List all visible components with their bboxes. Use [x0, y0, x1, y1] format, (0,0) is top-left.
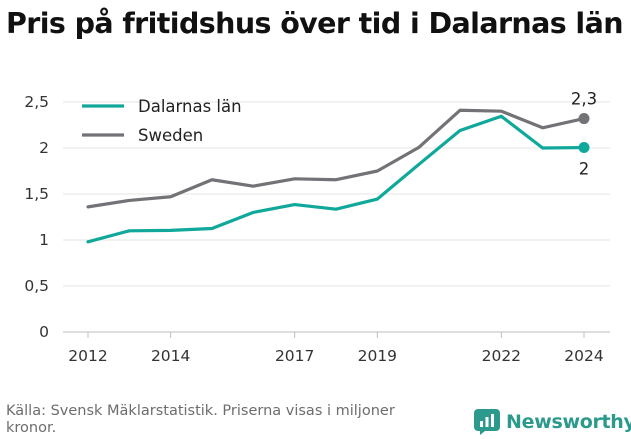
series-line-dalarnas-län — [86, 114, 586, 244]
source-note: Källa: Svensk Mäklarstatistik. Priserna … — [6, 403, 395, 436]
x-tick-label: 2024 — [564, 347, 603, 365]
x-tick-label: 2019 — [358, 347, 397, 365]
gridlines — [63, 101, 610, 333]
y-tick-label: 0 — [39, 323, 49, 341]
series-endpoints: 22,3 — [571, 90, 597, 179]
endpoint-sweden — [578, 113, 590, 125]
y-tick-label: 0,5 — [24, 277, 49, 295]
endpoint-dalarnas-län — [578, 142, 590, 154]
series-line-sweden — [86, 108, 586, 209]
legend-label-dalarnas-län: Dalarnas län — [138, 97, 242, 116]
legend: Dalarnas län Sweden — [82, 97, 242, 145]
x-tick-label: 2017 — [275, 347, 314, 365]
legend-label-sweden: Sweden — [138, 126, 203, 145]
x-axis: 2012 2014 2017 2019 2022 2024 — [68, 332, 604, 365]
newsworthy-logo: Newsworthy — [474, 406, 631, 438]
line-chart: 00,511,522,5 2012 2014 2017 2019 2022 2024 22… — [24, 90, 610, 365]
x-tick-label: 2022 — [482, 347, 521, 365]
y-tick-label: 2 — [39, 139, 49, 157]
y-tick-label: 1 — [39, 231, 49, 249]
newsworthy-logo-icon — [474, 409, 500, 435]
brand-name: Newsworthy — [506, 411, 631, 433]
x-tick-label: 2014 — [151, 347, 190, 365]
end-label-dalarnas-län: 2 — [579, 160, 590, 179]
chart-title: Pris på fritidshus över tid i Dalarnas l… — [6, 7, 624, 40]
x-tick-label: 2012 — [68, 347, 107, 365]
end-label-sweden: 2,3 — [571, 90, 597, 109]
y-tick-label: 1,5 — [24, 185, 49, 203]
y-axis-ticks: 0 0,5 1 1,5 2 2,5 — [24, 93, 49, 341]
series-lines — [86, 108, 586, 244]
y-tick-label: 2,5 — [24, 93, 49, 111]
